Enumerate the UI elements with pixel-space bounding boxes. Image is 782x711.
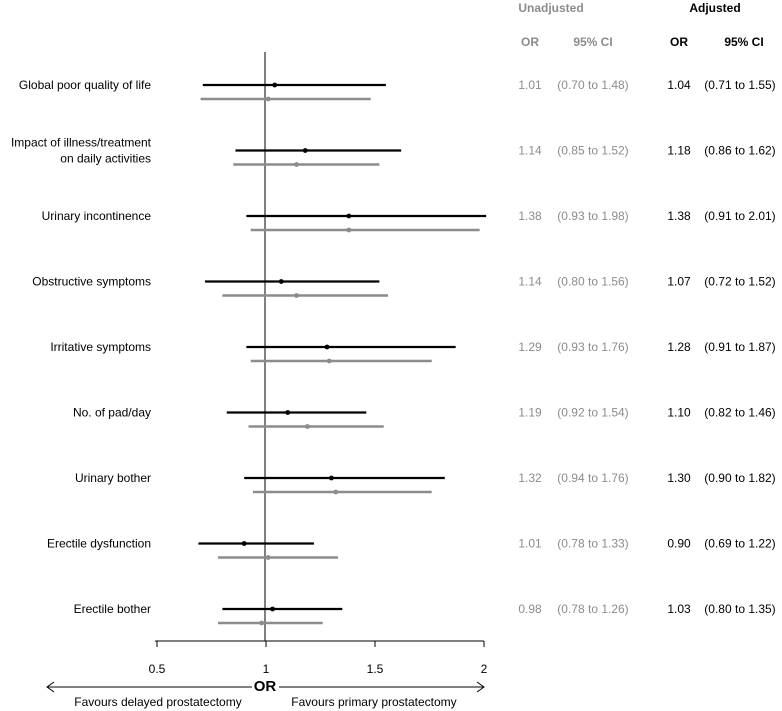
- unadjusted-or-value: 1.14: [518, 275, 542, 289]
- adjusted-or-value: 1.18: [667, 144, 691, 158]
- unadjusted-header: Unadjusted: [518, 1, 583, 15]
- adjusted-ci-value: (0.90 to 1.82): [704, 471, 775, 485]
- unadjusted-or-value: 1.14: [518, 144, 542, 158]
- unadjusted-or-value: 1.01: [518, 78, 542, 92]
- adjusted-point: [329, 475, 334, 481]
- x-tick-label: 1.5: [367, 662, 384, 676]
- forest-row: Impact of illness/treatment on daily acti…: [11, 136, 776, 167]
- adjusted-ci-value: (0.72 to 1.52): [704, 275, 775, 289]
- forest-row: Obstructive symptoms 1.14 (0.80 to 1.56) 1.…: [32, 275, 776, 298]
- adjusted-point: [272, 82, 278, 88]
- row-label: Global poor quality of life: [19, 78, 151, 92]
- unadjusted-ci-value: (0.92 to 1.54): [557, 406, 628, 420]
- adjusted-or-value: 1.28: [667, 340, 691, 354]
- favours-primary-label: Favours primary prostatectomy: [291, 695, 456, 709]
- adjusted-header: Adjusted: [689, 1, 740, 15]
- forest-row: Urinary incontinence 1.38 (0.93 to 1.98) 1.…: [42, 209, 776, 233]
- unadjusted-point: [294, 293, 299, 298]
- forest-row: Erectile bother 0.98 (0.78 to 1.26) 1.03 (0.…: [74, 602, 776, 626]
- x-axis-ticks: 0.5 1 1.5 2: [149, 641, 488, 676]
- unadjusted-or-value: 1.32: [518, 471, 542, 485]
- forest-row: Irritative symptoms 1.29 (0.93 to 1.76) 1.2…: [50, 340, 776, 364]
- row-label: Erectile dysfunction: [47, 537, 151, 551]
- forest-rows: Global poor quality of life 1.01 (0.70 to …: [11, 78, 776, 626]
- row-label: Urinary bother: [75, 471, 151, 485]
- left-arrowhead-icon: [46, 681, 55, 693]
- row-label: No. of pad/day: [73, 406, 151, 420]
- adjusted-point: [302, 148, 308, 153]
- x-tick-label: 1: [263, 662, 270, 676]
- unadjusted-or-value: 1.29: [518, 340, 542, 354]
- adjusted-point: [285, 410, 291, 415]
- x-tick-label: 0.5: [149, 662, 166, 676]
- unadjusted-point: [346, 227, 352, 233]
- unadjusted-point: [294, 162, 299, 167]
- unadjusted-or-value: 0.98: [518, 602, 542, 616]
- right-arrowhead-icon: [476, 681, 485, 693]
- row-label: Impact of illness/treatment: [11, 136, 152, 150]
- forest-row: Global poor quality of life 1.01 (0.70 to …: [19, 78, 776, 102]
- adjusted-point: [270, 606, 275, 612]
- unadjusted-ci-value: (0.78 to 1.26): [557, 602, 628, 616]
- unadjusted-point: [265, 555, 271, 560]
- adjusted-ci-value: (0.71 to 1.55): [704, 78, 775, 92]
- adjusted-ci-header: 95% CI: [724, 35, 763, 49]
- favours-delayed-label: Favours delayed prostatectomy: [74, 695, 241, 709]
- row-label: on daily activities: [60, 152, 151, 166]
- row-label: Urinary incontinence: [42, 209, 152, 223]
- row-label: Erectile bother: [74, 602, 151, 616]
- unadjusted-point: [305, 424, 310, 429]
- adjusted-point: [278, 279, 284, 284]
- adjusted-or-value: 1.07: [667, 275, 691, 289]
- row-label: Obstructive symptoms: [32, 275, 151, 289]
- x-axis-label: OR: [254, 678, 277, 695]
- adjusted-or-value: 1.04: [667, 78, 691, 92]
- x-tick-label: 2: [481, 662, 488, 676]
- unadjusted-point: [333, 489, 339, 495]
- forest-row: Erectile dysfunction 1.01 (0.78 to 1.33) 0.…: [47, 537, 776, 560]
- unadjusted-or-value: 1.01: [518, 537, 542, 551]
- unadjusted-or-value: 1.19: [518, 406, 542, 420]
- unadjusted-or-header: OR: [521, 35, 539, 49]
- adjusted-ci-value: (0.91 to 2.01): [704, 209, 775, 223]
- unadjusted-ci-value: (0.78 to 1.33): [557, 537, 628, 551]
- unadjusted-point: [265, 96, 271, 102]
- unadjusted-or-value: 1.38: [518, 209, 542, 223]
- unadjusted-ci-value: (0.94 to 1.76): [557, 471, 628, 485]
- adjusted-or-value: 1.10: [667, 406, 691, 420]
- unadjusted-ci-value: (0.70 to 1.48): [557, 78, 628, 92]
- adjusted-or-value: 0.90: [667, 537, 691, 551]
- adjusted-ci-value: (0.82 to 1.46): [704, 406, 775, 420]
- unadjusted-point: [259, 620, 265, 626]
- adjusted-point: [241, 541, 247, 546]
- adjusted-or-header: OR: [670, 35, 688, 49]
- adjusted-point: [324, 344, 330, 350]
- forest-row: No. of pad/day 1.19 (0.92 to 1.54) 1.10 (0.8…: [73, 406, 776, 429]
- adjusted-or-value: 1.03: [667, 602, 691, 616]
- adjusted-or-value: 1.38: [667, 209, 691, 223]
- adjusted-ci-value: (0.91 to 1.87): [704, 340, 775, 354]
- unadjusted-ci-value: (0.93 to 1.98): [557, 209, 628, 223]
- adjusted-ci-value: (0.86 to 1.62): [704, 144, 775, 158]
- adjusted-ci-value: (0.80 to 1.35): [704, 602, 775, 616]
- row-label: Irritative symptoms: [50, 340, 151, 354]
- adjusted-ci-value: (0.69 to 1.22): [704, 537, 775, 551]
- unadjusted-point: [326, 358, 332, 364]
- unadjusted-ci-header: 95% CI: [573, 35, 612, 49]
- unadjusted-ci-value: (0.80 to 1.56): [557, 275, 628, 289]
- unadjusted-ci-value: (0.93 to 1.76): [557, 340, 628, 354]
- adjusted-or-value: 1.30: [667, 471, 691, 485]
- adjusted-point: [346, 213, 352, 219]
- unadjusted-ci-value: (0.85 to 1.52): [557, 144, 628, 158]
- forest-row: Urinary bother 1.32 (0.94 to 1.76) 1.30 (0.9…: [75, 471, 776, 495]
